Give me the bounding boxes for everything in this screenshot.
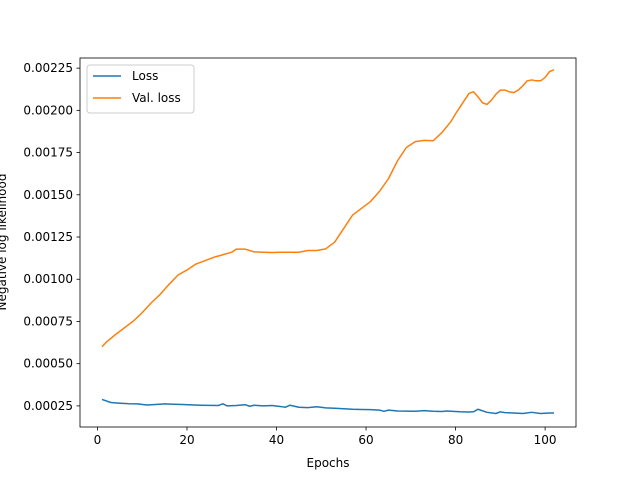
plot-frame xyxy=(79,57,577,428)
y-tick-label: 0.00150 xyxy=(23,188,73,202)
y-tick-label: 0.00125 xyxy=(23,230,73,244)
x-tick-label: 100 xyxy=(534,433,557,447)
y-tick-label: 0.00100 xyxy=(23,272,73,286)
y-tick-label: 0.00225 xyxy=(23,61,73,75)
legend: Loss Val. loss xyxy=(86,64,195,114)
x-tick-label: 80 xyxy=(448,433,463,447)
x-tick-label: 40 xyxy=(269,433,284,447)
x-axis: 0 20 40 60 80 100 xyxy=(94,427,557,447)
series-layer xyxy=(101,69,555,415)
y-tick-label: 0.00050 xyxy=(23,357,73,371)
y-tick-label: 0.00175 xyxy=(23,146,73,160)
series-line-loss xyxy=(101,398,555,415)
legend-box xyxy=(86,64,195,114)
y-axis: 0.00025 0.00050 0.00075 0.00100 0.00125 0.001… xyxy=(23,61,80,413)
legend-label-loss: Loss xyxy=(132,69,158,83)
y-tick-label: 0.00200 xyxy=(23,103,73,117)
x-tick-label: 0 xyxy=(94,433,102,447)
x-axis-label: Epochs xyxy=(307,456,350,470)
x-tick-label: 20 xyxy=(179,433,194,447)
y-axis-label: Negative log likelihood xyxy=(0,174,9,311)
legend-label-val-loss: Val. loss xyxy=(132,91,181,105)
x-tick-label: 60 xyxy=(358,433,373,447)
y-tick-label: 0.00025 xyxy=(23,399,73,413)
series-line-val-loss xyxy=(101,69,555,348)
y-tick-label: 0.00075 xyxy=(23,314,73,328)
